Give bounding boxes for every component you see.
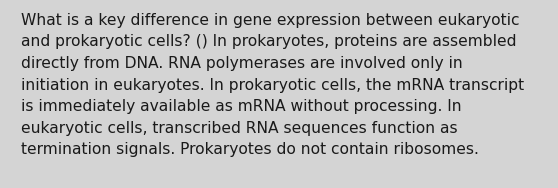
Text: What is a key difference in gene expression between eukaryotic
and prokaryotic c: What is a key difference in gene express… [21, 13, 524, 157]
